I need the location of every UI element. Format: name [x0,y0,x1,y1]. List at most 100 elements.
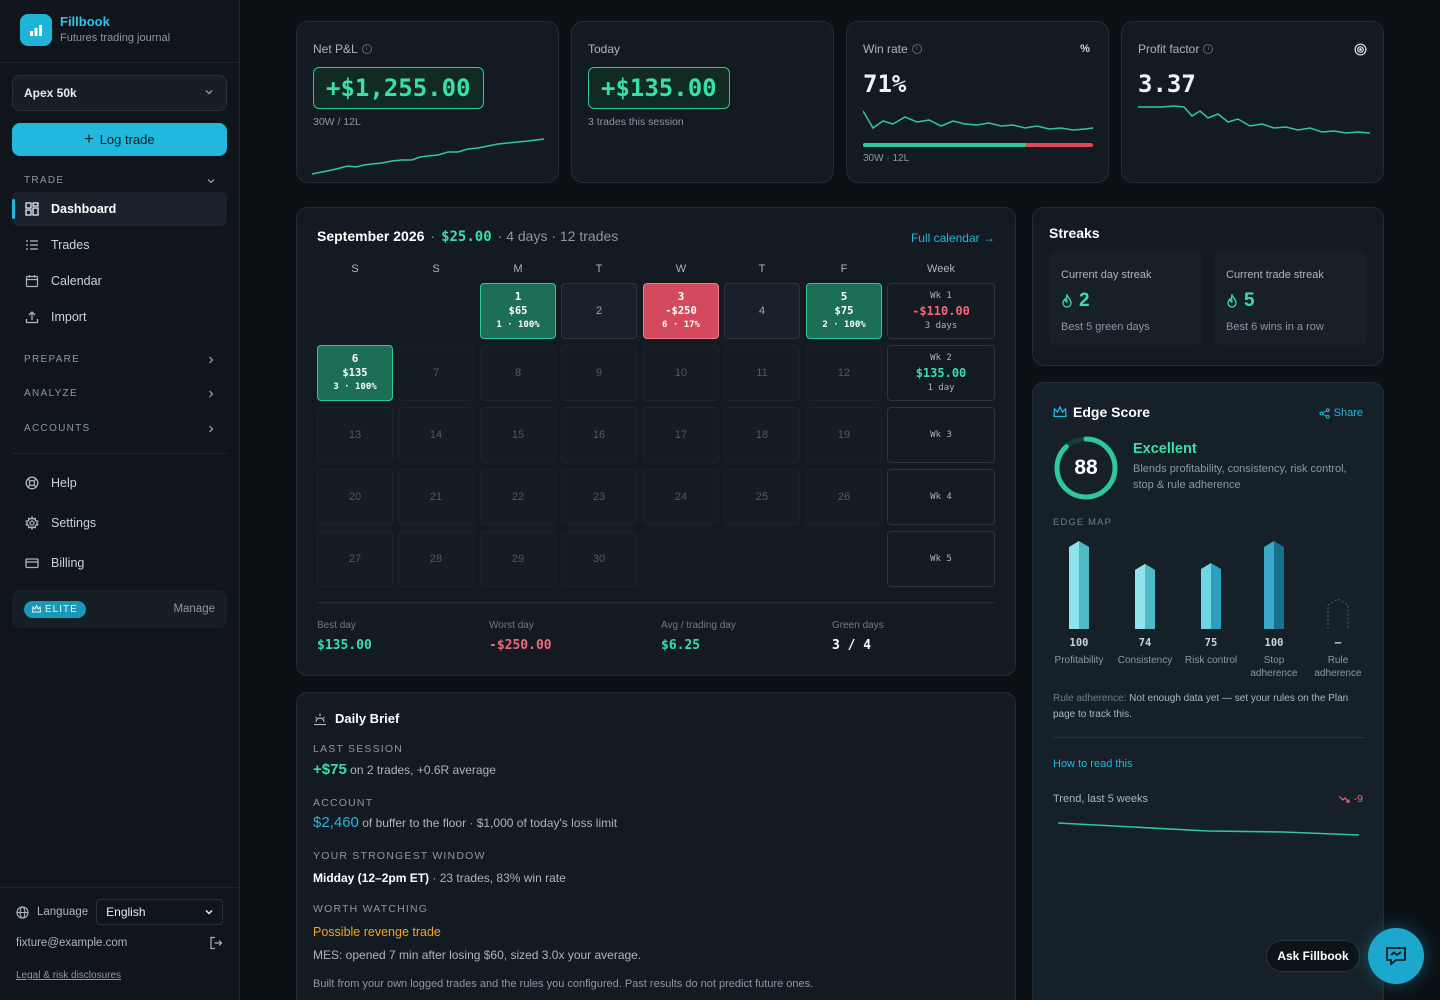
day-cell[interactable]: 30 [561,531,637,587]
nav-settings-label: Settings [51,516,97,530]
legal-link[interactable]: Legal & risk disclosures [16,970,122,981]
week-summary[interactable]: Wk 2 $135.00 1 day [887,345,995,401]
nav-dashboard-label: Dashboard [51,202,117,216]
nav-help[interactable]: Help [12,466,227,500]
best-day-value: $135.00 [317,638,372,653]
nav-calendar[interactable]: Calendar [12,264,227,298]
week-summary[interactable]: Wk 4 [887,469,995,525]
day-cell[interactable]: 1 $65 1 · 100% [480,283,556,339]
language-select[interactable]: English [96,899,223,925]
full-calendar-link[interactable]: Full calendar → [910,231,995,245]
ask-fillbook-button[interactable]: Ask Fillbook [1266,940,1360,972]
logout-icon[interactable] [209,936,223,950]
dow-sun: S [351,263,359,275]
calendar-month: September 2026 [317,228,425,244]
day-cell[interactable]: 14 [398,407,474,463]
nav-dashboard[interactable]: Dashboard [12,192,227,226]
win-rate-label-row: Win rate i [863,42,922,56]
section-trade[interactable]: TRADE [24,175,216,186]
best-day-label: Best day [317,620,356,631]
divider [317,602,995,603]
day-cell[interactable]: 29 [480,531,556,587]
trade-streak-best: Best 6 wins in a row [1226,321,1324,333]
day-cell[interactable]: 19 [806,407,882,463]
calendar-days-text: · 4 days · 12 trades [497,228,619,244]
section-trade-label: TRADE [24,175,65,186]
day-cell[interactable]: 3 -$250 6 · 17% [643,283,719,339]
edge-map-bars [1069,541,1349,629]
day-streak-label: Current day streak [1061,269,1152,281]
section-accounts[interactable]: ACCOUNTS [24,423,216,434]
trade-streak-label: Current trade streak [1226,269,1324,281]
day-cell[interactable]: 22 [480,469,556,525]
nav-import[interactable]: Import [12,300,227,334]
daily-brief-card: Daily Brief LAST SESSION +$75 on 2 trade… [296,692,1016,1000]
share-button[interactable]: Share [1319,407,1363,419]
day-cell[interactable]: 21 [398,469,474,525]
info-icon[interactable]: i [911,44,922,54]
nav-settings[interactable]: Settings [12,506,227,540]
worst-day-value: -$250.00 [489,638,552,653]
log-trade-button[interactable]: + Log trade [12,123,227,156]
win-rate-sparkline [863,110,1093,131]
account-select[interactable]: Apex 50k [12,75,227,111]
day-cell[interactable]: 2 [561,283,637,339]
account-line: $2,460 of buffer to the floor · $1,000 o… [313,814,617,831]
divider [1053,737,1365,738]
section-prepare[interactable]: PREPARE [24,354,216,365]
day-cell[interactable]: 4 [724,283,800,339]
day-streak-value: 2 [1079,290,1090,311]
edge-title: Edge Score [1073,404,1151,420]
day-cell[interactable]: 13 [317,407,393,463]
crown-icon [1053,406,1067,418]
week-summary[interactable]: Wk 3 [887,407,995,463]
day-cell[interactable]: 6 $135 3 · 100% [317,345,393,401]
share-icon [1319,407,1330,419]
day-cell[interactable]: 16 [561,407,637,463]
win-rate-sub: 30W · 12L [863,153,910,164]
win-rate-value: 71% [863,70,907,98]
profit-factor-value: 3.37 [1138,70,1196,98]
account-select-value: Apex 50k [24,86,77,100]
day-cell[interactable]: 10 [643,345,719,401]
section-analyze[interactable]: ANALYZE [24,388,216,399]
edge-bar [1135,563,1155,629]
day-cell[interactable]: 26 [806,469,882,525]
day-cell[interactable]: 23 [561,469,637,525]
day-cell[interactable]: 5 $75 2 · 100% [806,283,882,339]
grid-icon [24,201,40,217]
day-cell[interactable]: 28 [398,531,474,587]
brand-name: Fillbook [60,14,110,29]
day-cell[interactable]: 25 [724,469,800,525]
how-to-read-link[interactable]: How to read this [1053,758,1133,770]
edge-bar [1264,541,1284,629]
day-cell[interactable]: 12 [806,345,882,401]
bar-label-risk-control: Risk control [1184,655,1238,666]
nav-billing[interactable]: Billing [12,546,227,580]
trend-down-icon [1338,795,1350,803]
info-icon[interactable]: i [361,44,372,54]
bar-value-consistency: 74 [1138,637,1152,649]
day-cell[interactable]: 24 [643,469,719,525]
info-icon[interactable]: i [1203,44,1214,54]
chat-button[interactable] [1368,928,1424,984]
brand[interactable]: Fillbook Futures trading journal [20,14,170,46]
arrow-right-icon: → [983,231,995,245]
nav-trades[interactable]: Trades [12,228,227,262]
calendar-icon [24,273,40,289]
day-cell[interactable]: 17 [643,407,719,463]
day-cell[interactable]: 7 [398,345,474,401]
day-cell[interactable]: 8 [480,345,556,401]
day-cell[interactable]: 27 [317,531,393,587]
day-cell[interactable]: 15 [480,407,556,463]
net-pnl-sparkline [312,138,544,175]
day-cell[interactable]: 11 [724,345,800,401]
day-cell[interactable]: 9 [561,345,637,401]
language-label: Language [36,906,89,918]
week-summary[interactable]: Wk 5 [887,531,995,587]
manage-plan-link[interactable]: Manage [173,603,215,615]
day-cell[interactable]: 20 [317,469,393,525]
day-cell[interactable]: 18 [724,407,800,463]
edge-bar [1069,541,1089,629]
week-summary[interactable]: Wk 1 -$110.00 3 days [887,283,995,339]
